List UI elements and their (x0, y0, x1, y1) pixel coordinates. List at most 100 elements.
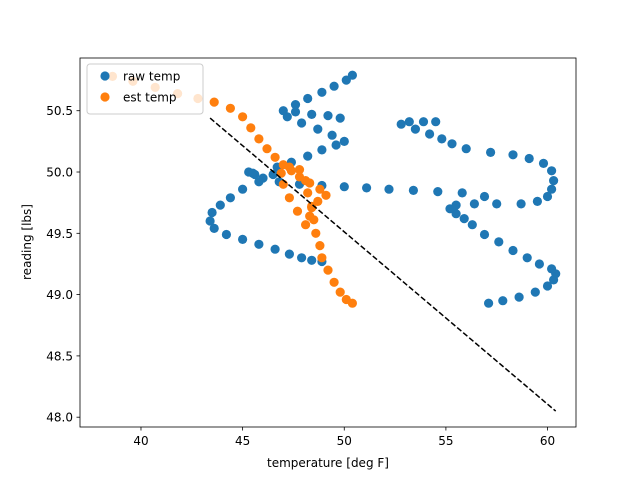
raw-temp-point (437, 134, 447, 144)
est-temp-point (254, 134, 264, 144)
raw-temp-point (303, 93, 313, 104)
raw-temp-point (290, 107, 301, 117)
y-tick-label: 48.5 (46, 349, 73, 363)
est-temp-point (284, 193, 294, 203)
raw-temp-point (238, 234, 248, 244)
raw-temp-point (290, 100, 301, 110)
raw-temp-point (248, 168, 258, 178)
raw-temp-point (479, 191, 490, 202)
raw-temp-point (457, 188, 467, 198)
raw-temp-point (303, 151, 313, 161)
raw-temp-point (313, 124, 323, 134)
raw-temp-point (479, 229, 490, 240)
est-temp-point (321, 190, 331, 200)
est-temp-point (238, 112, 248, 122)
y-tick-label: 49.5 (46, 227, 73, 241)
raw-temp-point (362, 183, 372, 193)
raw-temp-point (467, 220, 477, 230)
raw-temp-point (433, 187, 443, 197)
raw-temp-point (508, 245, 518, 256)
raw-temp-point (534, 259, 545, 269)
x-tick-label: 60 (540, 434, 555, 448)
raw-temp-point (532, 196, 543, 206)
raw-temp-point (494, 237, 504, 247)
raw-temp-point (498, 296, 508, 306)
raw-temp-point (404, 117, 414, 127)
raw-temp-point (547, 166, 557, 176)
raw-temp-point (307, 109, 317, 119)
legend-box (86, 63, 204, 115)
raw-temp-point (459, 214, 469, 224)
raw-temp-point (323, 111, 333, 121)
legend-marker-est-temp (100, 92, 110, 102)
est-temp-point (301, 220, 311, 230)
y-tick-label: 50.5 (46, 104, 73, 118)
raw-temp-point (329, 81, 339, 91)
raw-temp-point (514, 292, 524, 302)
raw-temp-point (341, 75, 351, 85)
x-tick-label: 55 (438, 434, 453, 448)
est-temp-point (317, 253, 327, 263)
est-temp-point (209, 97, 219, 107)
raw-temp-point (270, 244, 280, 254)
est-temp-point (294, 165, 305, 175)
y-tick-label: 48.0 (46, 411, 73, 425)
raw-temp-point (225, 193, 235, 203)
raw-temp-point (484, 298, 494, 308)
raw-temp-point (447, 139, 457, 149)
axes: 40 45 50 55 60 48.0 48.5 49.0 49.5 50.0 50.5 (46, 57, 577, 448)
est-temp-point (292, 206, 303, 216)
raw-temp-point (297, 253, 307, 263)
raw-temp-point (254, 177, 264, 187)
raw-temp-point (317, 87, 327, 97)
raw-temp-point (524, 153, 534, 164)
raw-temp-point (418, 117, 429, 127)
x-tick-label: 40 (133, 434, 148, 448)
raw-temp-point (221, 229, 231, 240)
raw-temp-point (215, 200, 225, 210)
est-temp-point (329, 277, 339, 287)
chart-marks (107, 70, 561, 412)
y-tick-label: 49.0 (46, 288, 73, 302)
est-temp-point (315, 184, 325, 194)
y-tick-label: 50.0 (46, 166, 73, 180)
plot-area (107, 70, 561, 412)
est-temp-point (311, 228, 321, 238)
raw-temp-point (207, 207, 217, 218)
raw-temp-point (384, 184, 394, 194)
raw-temp-point (469, 199, 479, 209)
raw-temp-point (486, 147, 496, 157)
raw-temp-point (542, 191, 553, 202)
raw-temp-point (331, 140, 341, 150)
axes-frame (79, 57, 577, 428)
est-temp-point (262, 144, 272, 154)
raw-temp-point (205, 216, 215, 226)
raw-temp-point (339, 136, 349, 146)
est-temp-point (225, 103, 235, 113)
est-temp-point (347, 298, 357, 308)
raw-temp-point (547, 184, 557, 194)
raw-temp-point (297, 118, 307, 128)
raw-temp-point (542, 281, 553, 291)
est-temp-point (315, 241, 325, 251)
raw-temp-point (238, 184, 248, 194)
raw-temp-point (278, 106, 288, 116)
legend-marker-raw-temp (100, 71, 110, 81)
raw-temp-point (209, 223, 219, 233)
x-tick-label: 50 (337, 434, 352, 448)
raw-temp-point (410, 124, 420, 134)
est-temp-point (270, 152, 280, 162)
raw-temp-point (530, 287, 540, 297)
raw-temp-point (396, 119, 406, 129)
raw-temp-point (451, 200, 461, 210)
raw-temp-point (268, 169, 278, 180)
raw-temp-point (335, 113, 345, 123)
est-temp-point (246, 123, 256, 133)
est-temp-point (323, 265, 333, 275)
x-axis-label: temperature [deg F] (267, 456, 389, 470)
raw-temp-point (317, 145, 327, 155)
raw-temp-point (327, 130, 337, 140)
est-temp-point (335, 287, 345, 297)
raw-temp-point (431, 117, 441, 127)
